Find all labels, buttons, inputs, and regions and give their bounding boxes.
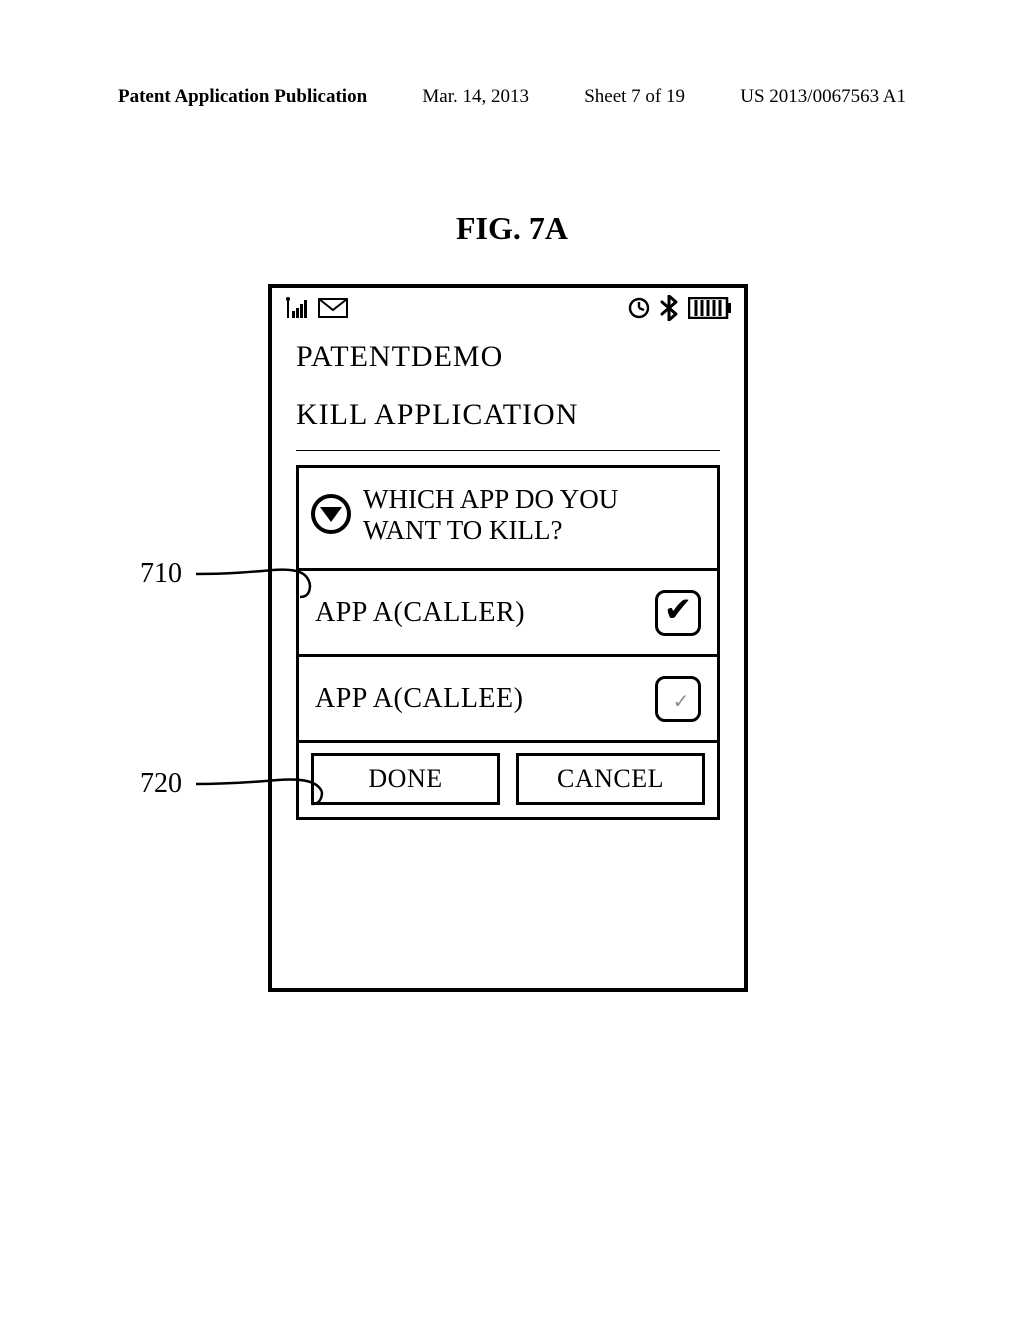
option-caller-row[interactable]: APP A(CALLER) ✔ <box>299 568 717 654</box>
prompt-line-1: WHICH APP DO YOU <box>363 484 618 515</box>
cancel-button[interactable]: CANCEL <box>516 753 705 805</box>
header-left: Patent Application Publication <box>118 86 367 108</box>
status-bar <box>272 288 744 328</box>
callout-720: 720 <box>140 768 182 800</box>
check-icon: ✔ <box>664 594 693 628</box>
checkbox-caller[interactable]: ✔ <box>655 590 701 636</box>
chevron-down-icon <box>320 507 342 522</box>
section-title: KILL APPLICATION <box>296 398 720 432</box>
done-button[interactable]: DONE <box>311 753 500 805</box>
action-row: DONE CANCEL <box>299 740 717 817</box>
option-callee-row[interactable]: APP A(CALLEE) ✓ <box>299 654 717 740</box>
signal-icon <box>284 297 310 319</box>
header-sheet: Sheet 7 of 19 <box>584 86 685 108</box>
app-title: PATENTDEMO <box>296 340 720 374</box>
checkbox-callee[interactable]: ✓ <box>655 676 701 722</box>
dialog-panel: WHICH APP DO YOU WANT TO KILL? APP A(CAL… <box>296 465 720 820</box>
option-callee-label: APP A(CALLEE) <box>315 683 523 715</box>
header-date: Mar. 14, 2013 <box>422 86 529 108</box>
cancel-button-label: CANCEL <box>557 764 664 794</box>
phone-content: PATENTDEMO KILL APPLICATION WHICH APP DO… <box>272 340 744 820</box>
bluetooth-icon <box>660 295 678 321</box>
callout-710-number: 710 <box>140 558 182 590</box>
clock-icon <box>628 297 650 319</box>
option-caller-label: APP A(CALLER) <box>315 597 525 629</box>
dropdown-circle-icon[interactable] <box>311 494 351 534</box>
check-icon: ✓ <box>673 689 690 714</box>
divider <box>296 450 720 451</box>
mail-icon <box>318 298 348 318</box>
phone-frame: PATENTDEMO KILL APPLICATION WHICH APP DO… <box>268 284 748 992</box>
callout-710: 710 <box>140 558 182 590</box>
header-pubno: US 2013/0067563 A1 <box>740 86 906 108</box>
page-header: Patent Application Publication Mar. 14, … <box>0 86 1024 108</box>
prompt-line-2: WANT TO KILL? <box>363 515 618 546</box>
prompt-row: WHICH APP DO YOU WANT TO KILL? <box>299 468 717 568</box>
battery-icon <box>688 297 732 319</box>
figure-label: FIG. 7A <box>0 210 1024 247</box>
prompt-text: WHICH APP DO YOU WANT TO KILL? <box>363 482 618 546</box>
done-button-label: DONE <box>368 764 442 794</box>
callout-720-number: 720 <box>140 768 182 800</box>
